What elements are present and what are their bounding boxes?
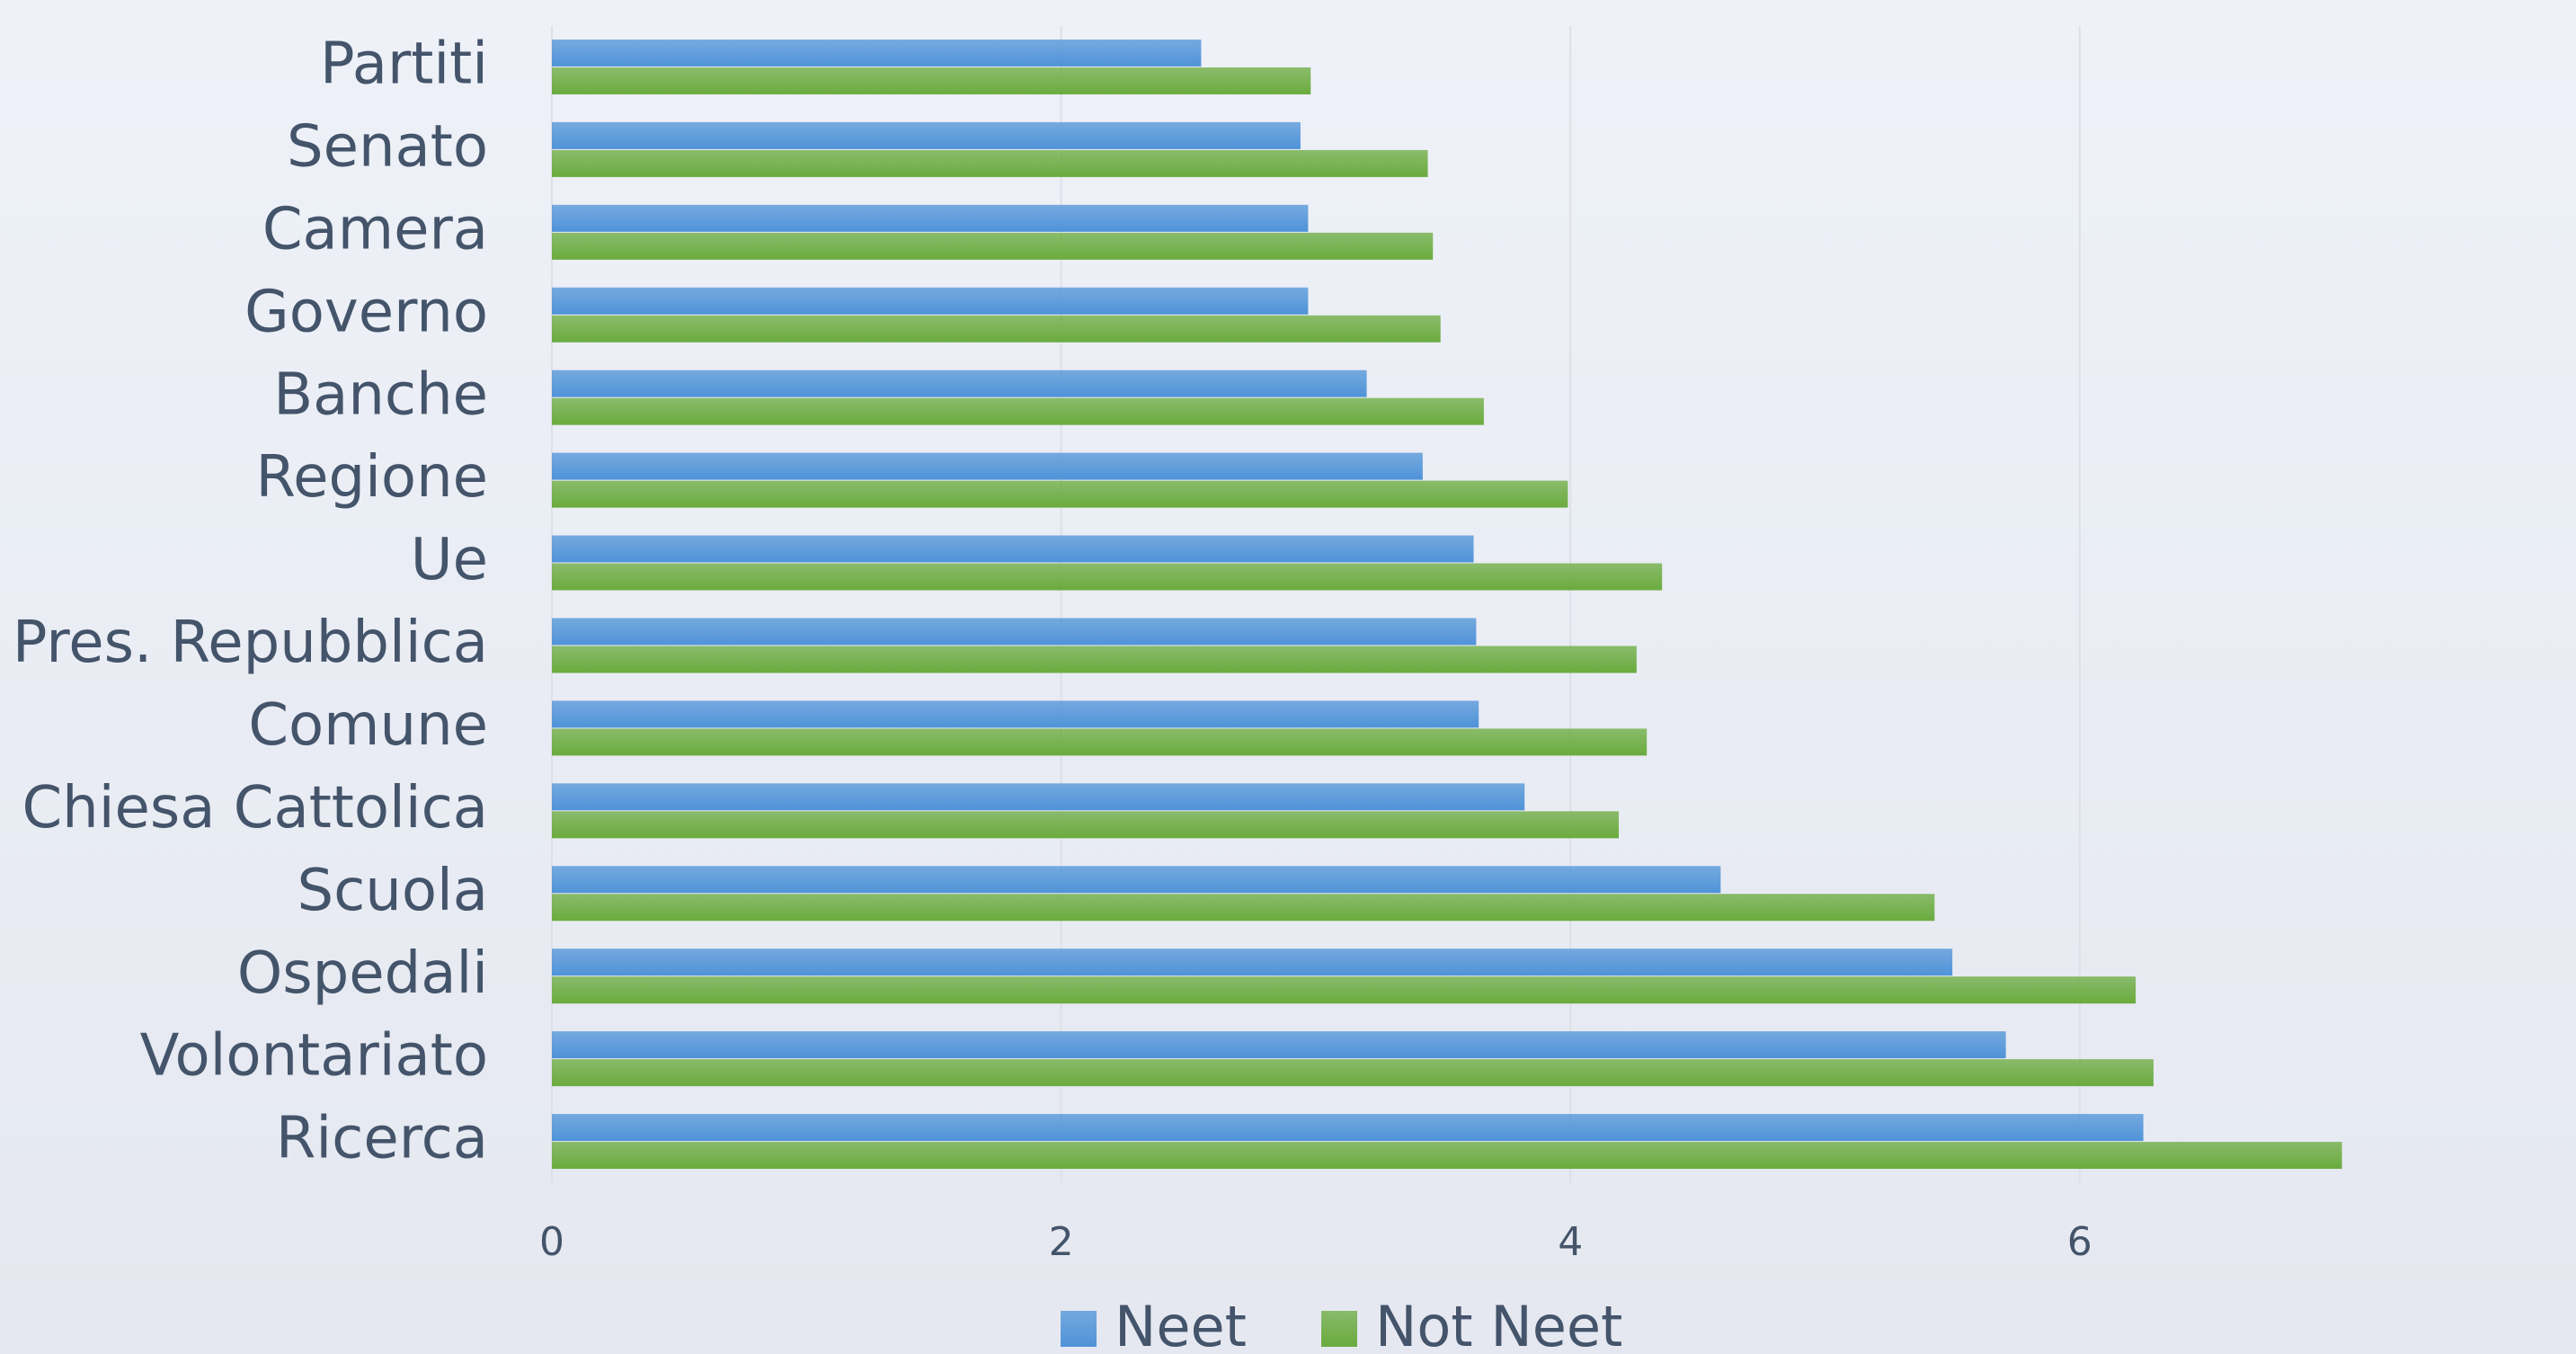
bar <box>552 728 1648 756</box>
category-label: Regione <box>256 444 488 511</box>
category-label: Partiti <box>320 31 488 98</box>
bar <box>552 397 1484 425</box>
legend-swatch <box>1321 1311 1357 1347</box>
category-label: Banche <box>273 361 488 428</box>
bar <box>552 811 1620 839</box>
category-label: Volontariato <box>140 1023 488 1090</box>
bar <box>552 535 1474 563</box>
bar <box>552 121 1301 149</box>
bar <box>552 452 1423 480</box>
bar <box>552 563 1663 591</box>
category-label: Scuola <box>297 858 488 924</box>
category-label: Ue <box>411 527 488 593</box>
bar <box>552 39 1202 67</box>
bar <box>552 232 1434 260</box>
bar <box>552 1142 2342 1170</box>
bar <box>552 646 1637 673</box>
category-label: Pres. Repubblica <box>13 610 488 676</box>
bar <box>552 204 1309 232</box>
legend-label: Not Neet <box>1375 1294 1622 1354</box>
bar <box>552 894 1935 922</box>
bar <box>552 149 1428 177</box>
x-tick-label: 0 <box>539 1219 564 1265</box>
bar <box>552 783 1525 811</box>
bar <box>552 949 1953 976</box>
bar <box>552 618 1477 646</box>
x-tick-label: 2 <box>1049 1219 1074 1265</box>
bar <box>552 700 1479 728</box>
x-tick-label: 4 <box>1558 1219 1583 1265</box>
bar <box>552 866 1721 894</box>
category-label: Camera <box>262 196 488 263</box>
legend-swatch <box>1061 1311 1097 1347</box>
bar <box>552 315 1441 343</box>
bar <box>552 1059 2154 1087</box>
bar <box>552 67 1311 94</box>
category-label: Chiesa Cattolica <box>22 775 488 842</box>
legend-label: Neet <box>1115 1294 1247 1354</box>
category-label: Ricerca <box>276 1106 488 1172</box>
bar <box>552 976 2136 1004</box>
bar <box>552 480 1568 508</box>
category-label: Comune <box>248 692 488 759</box>
category-label: Governo <box>244 279 488 345</box>
bar <box>552 287 1309 315</box>
x-tick-label: 6 <box>2067 1219 2092 1265</box>
category-label: Ospedali <box>237 940 488 1007</box>
bar <box>552 370 1367 397</box>
bar <box>552 1031 2006 1059</box>
bar <box>552 1114 2144 1142</box>
category-label: Senato <box>287 113 488 180</box>
